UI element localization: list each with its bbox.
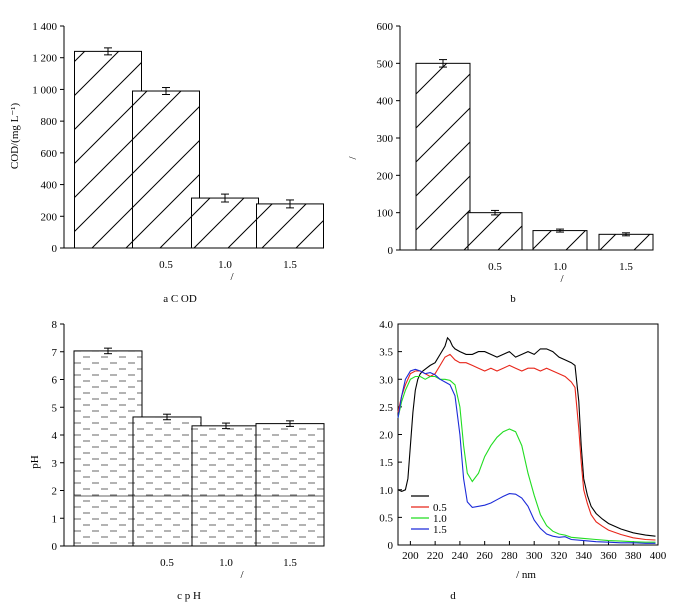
x-tick-label: 1.5 (619, 261, 633, 273)
y-tick-label: 0 (388, 245, 394, 257)
y-tick-label: 2.5 (379, 402, 393, 414)
x-axis-label: / nm (516, 569, 536, 581)
bar (256, 203, 324, 249)
x-tick-label: 360 (600, 550, 617, 562)
y-tick-label: 3 (52, 458, 58, 470)
y-axis-label: pH (29, 455, 41, 469)
y-tick-label: 200 (41, 211, 58, 223)
bar (598, 233, 654, 251)
x-tick-label: 0.5 (159, 259, 173, 271)
x-tick-label: 260 (476, 550, 493, 562)
bar (191, 197, 259, 249)
bar (532, 230, 588, 251)
y-tick-label: 800 (41, 116, 58, 128)
y-tick-label: 600 (41, 148, 58, 160)
x-tick-label: 220 (427, 550, 444, 562)
bar (467, 212, 523, 251)
y-tick-label: 1 000 (32, 84, 57, 96)
series-line (397, 375, 656, 543)
y-tick-label: 0 (52, 541, 58, 553)
y-tick-label: 600 (377, 21, 394, 33)
x-tick-label: 1.0 (219, 557, 233, 569)
y-tick-label: 0 (52, 243, 58, 255)
bar (191, 425, 261, 547)
bar (73, 350, 143, 547)
bar (74, 50, 142, 249)
x-tick-label: 280 (501, 550, 518, 562)
y-tick-label: 2 (52, 486, 58, 498)
y-tick-label: 200 (377, 170, 394, 182)
panel-caption: d (450, 590, 456, 602)
panel-a: 0 200 400 600 800 1 000 1 200 1 400 0.5 1.0 1.5 / CO… (9, 21, 324, 305)
y-tick-label: 400 (41, 180, 58, 192)
panel-caption: b (510, 293, 516, 305)
y-tick-label: 100 (377, 208, 394, 220)
x-tick-label: 240 (452, 550, 469, 562)
y-tick-label: 7 (52, 347, 58, 359)
panel-b: 0 100 200 300 400 500 600 0.5 1.0 1.5 / / b (347, 21, 654, 305)
y-tick-label: 4 (52, 430, 58, 442)
x-tick-label: 1.0 (553, 261, 567, 273)
panel-c: 0 1 2 3 4 5 6 7 8 0.5 1.0 1.5 / pH c p H (29, 319, 325, 602)
x-axis-label: / (560, 273, 564, 285)
legend-label: 0.5 (433, 502, 447, 514)
y-tick-label: 1 400 (32, 21, 57, 33)
y-axis-label: / (347, 156, 359, 160)
y-tick-label: 6 (52, 375, 58, 387)
y-tick-label: 3.5 (379, 347, 393, 359)
y-tick-label: 1.0 (379, 485, 393, 497)
panel-caption: a C OD (163, 293, 197, 305)
y-tick-label: 1 (52, 513, 58, 525)
series-line (397, 336, 656, 537)
y-tick-label: 3.0 (379, 374, 393, 386)
y-axis-label: COD/(mg L⁻¹) (9, 103, 21, 170)
y-tick-label: 400 (377, 96, 394, 108)
bar (415, 62, 471, 251)
y-tick-label: 0.5 (379, 512, 393, 524)
x-tick-label: 300 (526, 550, 543, 562)
y-tick-label: 300 (377, 133, 394, 145)
y-tick-label: 4.0 (379, 319, 393, 331)
y-tick-label: 500 (377, 58, 394, 70)
legend-label: 1.5 (433, 524, 447, 536)
y-tick-label: 8 (52, 319, 58, 331)
bar (132, 416, 202, 547)
x-tick-label: 1.5 (283, 259, 297, 271)
x-axis-label: / (240, 569, 244, 581)
series-line (397, 353, 656, 541)
x-tick-label: 400 (650, 550, 667, 562)
bar (255, 423, 325, 547)
legend-label: 1.0 (433, 513, 447, 525)
series-line (397, 368, 656, 544)
y-tick-label: 5 (52, 402, 58, 414)
x-tick-label: 0.5 (160, 557, 174, 569)
y-tick-label: 2.0 (379, 430, 393, 442)
y-tick-label: 1 200 (32, 53, 57, 65)
x-tick-label: 200 (402, 550, 419, 562)
x-tick-label: 0.5 (488, 261, 502, 273)
x-tick-label: 1.5 (283, 557, 297, 569)
bar (132, 90, 200, 249)
y-tick-label: 1.5 (379, 457, 393, 469)
x-tick-label: 340 (575, 550, 592, 562)
y-tick-label: 0 (388, 540, 394, 552)
x-tick-label: 1.0 (218, 259, 232, 271)
panel-caption: c p H (177, 590, 201, 602)
x-axis-label: / (230, 271, 234, 283)
x-tick-label: 380 (625, 550, 642, 562)
x-tick-label: 320 (551, 550, 568, 562)
